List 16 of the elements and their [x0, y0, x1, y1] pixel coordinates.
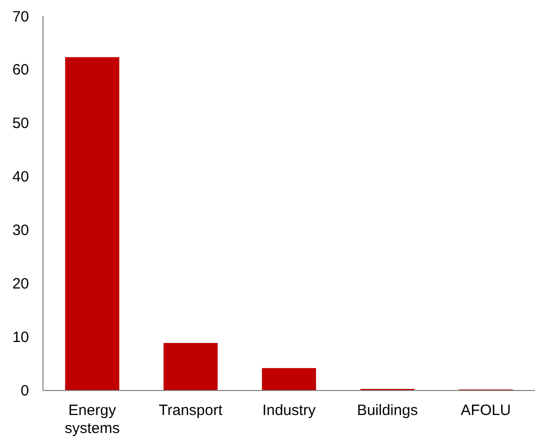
bar — [164, 342, 218, 390]
y-tick-label: 20 — [12, 275, 29, 292]
y-tick-label: 40 — [12, 168, 29, 186]
x-tick-label: Energy systems — [64, 402, 120, 437]
bar — [65, 57, 120, 390]
y-tick-label: 0 — [20, 382, 29, 400]
y-tick-label: 60 — [12, 62, 29, 79]
bar — [262, 368, 316, 390]
x-tick-label: Transport — [158, 402, 224, 419]
x-tick-label: Buildings — [356, 402, 418, 419]
y-tick-label: 50 — [12, 115, 29, 132]
y-tick-label: 10 — [12, 328, 29, 346]
y-tick-label: 30 — [12, 222, 29, 239]
x-tick-label: Industry — [262, 402, 316, 419]
y-tick-label: 70 — [12, 8, 29, 26]
x-tick-label: AFOLU — [460, 402, 511, 419]
